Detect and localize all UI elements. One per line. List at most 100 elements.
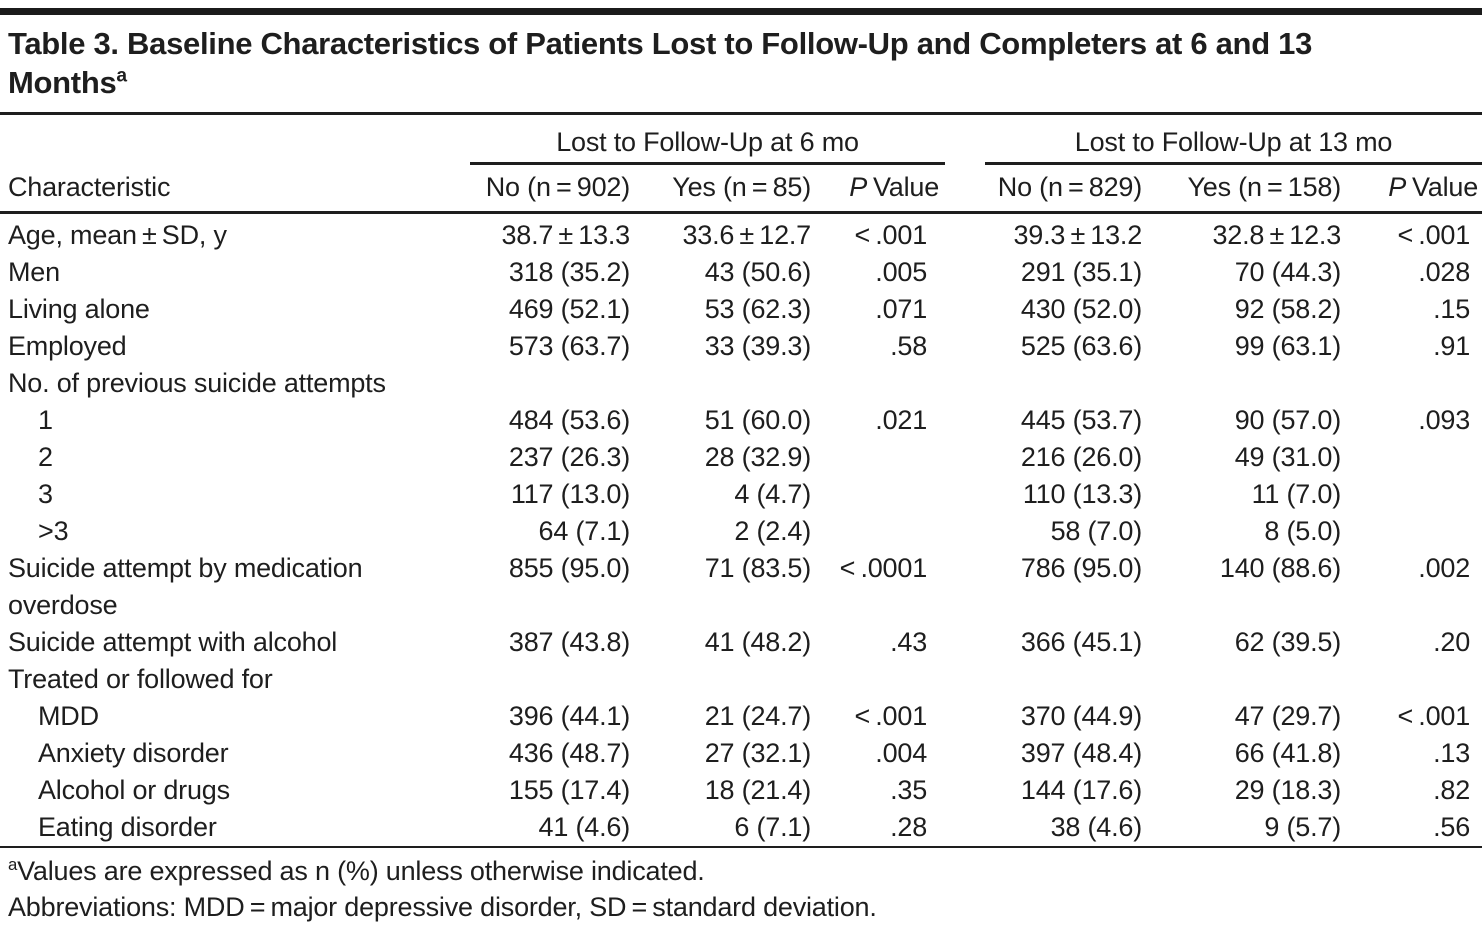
baseline-characteristics-table: Lost to Follow-Up at 6 mo Lost to Follow… (0, 115, 1482, 848)
cell-value: .56 (1345, 809, 1482, 848)
cell-value: 469 (52.1) (508, 294, 630, 324)
cell-value: 9 (5.7) (1150, 809, 1346, 848)
cell-value: .002 (1418, 553, 1471, 583)
footnote-marker: a (8, 855, 18, 874)
table-row: Suicide attempt with alcohol 387 (43.8) … (0, 624, 1482, 661)
cell-value (640, 661, 815, 698)
cell-value: .28 (815, 809, 946, 848)
col-header-no-6mo: No (n = 902) (470, 163, 640, 214)
cell-value: 525 (63.6) (1020, 331, 1143, 361)
cell-value: 237 (26.3) (508, 442, 630, 472)
cell-value: .43 (890, 627, 928, 657)
column-gap (945, 213, 985, 255)
cell-value: 53 (62.3) (704, 294, 811, 324)
cell-value: 71 (83.5) (704, 553, 811, 583)
cell-value: 33 (39.3) (704, 331, 811, 361)
table-row: Suicide attempt by medication overdose 8… (0, 550, 1482, 624)
cell-value (1345, 661, 1482, 698)
cell-value: 855 (95.0) (508, 553, 630, 583)
col-header-yes-13mo: Yes (n = 158) (1150, 163, 1346, 214)
table-title-line2: Months (8, 65, 117, 100)
column-gap (945, 365, 985, 402)
cell-value: 370 (44.9) (1020, 701, 1143, 731)
cell-value (640, 365, 815, 402)
cell-value: 6 (7.1) (640, 809, 815, 848)
column-gap (945, 476, 985, 513)
row-label: MDD (38, 701, 99, 731)
col-header-pvalue-6mo: P Value (815, 163, 946, 214)
column-gap (945, 291, 985, 328)
p-italic: P (1388, 172, 1407, 202)
cell-value: 41 (48.2) (704, 627, 811, 657)
cell-value: 436 (48.7) (508, 738, 630, 768)
cell-value: .58 (890, 331, 928, 361)
col-header-pvalue-13mo: P Value (1345, 163, 1482, 214)
cell-value: 397 (48.4) (1020, 738, 1143, 768)
cell-value: 41 (4.6) (470, 809, 640, 848)
cell-value: .82 (1433, 775, 1471, 805)
cell-value: 21 (24.7) (704, 701, 811, 731)
col-header-yes-6mo: Yes (n = 85) (640, 163, 815, 214)
cell-value: 396 (44.1) (508, 701, 630, 731)
column-gap (945, 439, 985, 476)
cell-value: 216 (26.0) (1020, 442, 1143, 472)
section-label: Treated or followed for (8, 664, 273, 694)
cell-value: < .001 (1397, 220, 1471, 250)
row-label: 1 (38, 405, 53, 435)
cell-value (815, 365, 945, 402)
row-label: Men (8, 257, 60, 287)
column-gap (945, 624, 985, 661)
cell-value: .91 (1433, 331, 1471, 361)
table-row: Living alone 469 (52.1) 53 (62.3) .071 4… (0, 291, 1482, 328)
cell-value: 387 (43.8) (508, 627, 630, 657)
cell-value: < .0001 (839, 553, 928, 583)
cell-value: 29 (18.3) (1234, 775, 1342, 805)
table-row: Alcohol or drugs 155 (17.4) 18 (21.4) .3… (0, 772, 1482, 809)
cell-value: .004 (875, 738, 928, 768)
cell-value: .093 (1418, 405, 1471, 435)
cell-value: 155 (17.4) (508, 775, 630, 805)
cell-value: < .001 (854, 220, 928, 250)
cell-value: 117 (13.0) (510, 479, 630, 509)
cell-value: 18 (21.4) (704, 775, 811, 805)
cell-value (470, 365, 640, 402)
table-row: Eating disorder 41 (4.6) 6 (7.1) .28 38 … (0, 809, 1482, 848)
section-row: No. of previous suicide attempts (0, 365, 1482, 402)
column-gap (945, 328, 985, 365)
cell-value (815, 439, 945, 476)
footnote-values-text: Values are expressed as n (%) unless oth… (17, 856, 705, 886)
table-row: 2 237 (26.3) 28 (32.9) 216 (26.0) 49 (31… (0, 439, 1482, 476)
cell-value: 445 (53.7) (1020, 405, 1143, 435)
column-gap (945, 772, 985, 809)
table-row: 3 117 (13.0) 4 (4.7) 110 (13.3) 11 (7.0) (0, 476, 1482, 513)
cell-value (815, 476, 945, 513)
cell-value: 47 (29.7) (1234, 701, 1342, 731)
cell-value: 11 (7.0) (1251, 479, 1342, 509)
cell-value: 573 (63.7) (508, 331, 630, 361)
spacer (0, 115, 470, 164)
cell-value: .15 (1433, 294, 1471, 324)
cell-value: 43 (50.6) (704, 257, 811, 287)
cell-value: 110 (13.3) (1022, 479, 1143, 509)
cell-value (1345, 476, 1482, 513)
row-label: Employed (8, 331, 127, 361)
cell-value (1150, 661, 1345, 698)
col-group-13mo: Lost to Follow-Up at 13 mo (985, 115, 1482, 165)
cell-value: 32.8 ± 12.3 (1212, 220, 1342, 250)
cell-value: 484 (53.6) (508, 405, 630, 435)
cell-value: .35 (890, 775, 928, 805)
column-gap (945, 809, 986, 848)
cell-value: 62 (39.5) (1234, 627, 1342, 657)
col-header-no-13mo: No (n = 829) (985, 163, 1151, 214)
cell-value: 92 (58.2) (1234, 294, 1342, 324)
footnote-values: aValues are expressed as n (%) unless ot… (8, 853, 1474, 889)
row-label: Age, mean ± SD, y (8, 220, 227, 250)
row-label: 2 (38, 442, 53, 472)
table-row: 1 484 (53.6) 51 (60.0) .021 445 (53.7) 9… (0, 402, 1482, 439)
cell-value: < .001 (854, 701, 928, 731)
column-gap (945, 661, 985, 698)
cell-value: 318 (35.2) (508, 257, 630, 287)
row-label: Suicide attempt with alcohol (8, 627, 338, 657)
row-label: Suicide attempt by medication overdose (8, 553, 363, 620)
